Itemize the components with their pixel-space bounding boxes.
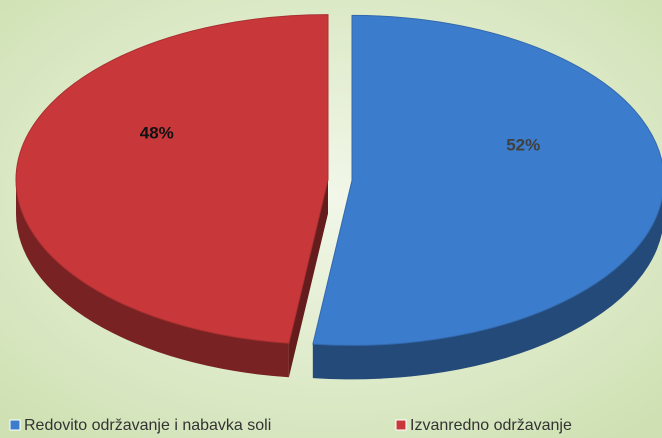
- slice-walls: [16, 179, 662, 380]
- slice-tops: [15, 14, 662, 346]
- slice-side: [16, 179, 289, 378]
- pie-slice: [15, 14, 329, 344]
- slice-side: [312, 198, 662, 380]
- data-label: 52%: [506, 136, 540, 155]
- pie-slice: [312, 14, 662, 346]
- data-label: 48%: [140, 123, 174, 142]
- slice-cut: [288, 179, 328, 378]
- legend-swatch: [395, 419, 407, 431]
- legend-label: Izvanredno održavanje: [410, 417, 572, 434]
- legend-swatch: [9, 419, 21, 431]
- legend-label: Redovito održavanje i nabavka soli: [24, 417, 271, 434]
